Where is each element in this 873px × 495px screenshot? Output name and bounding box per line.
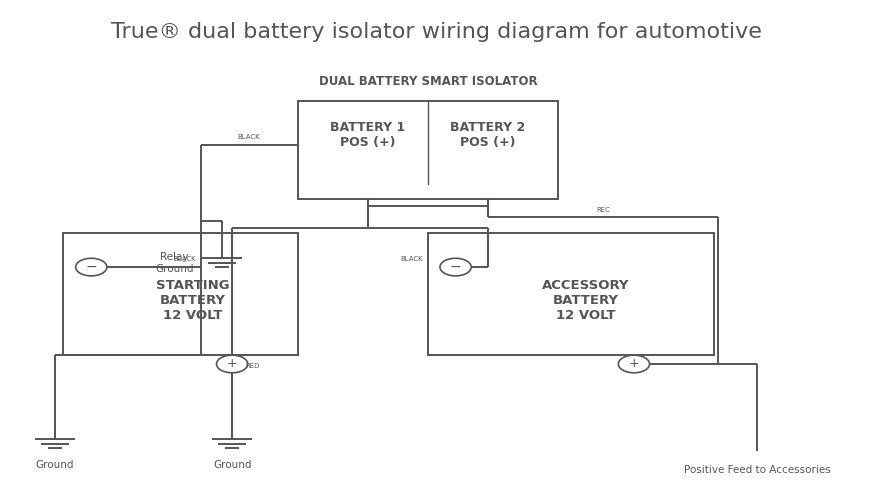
Text: −: − [450, 260, 462, 274]
Text: +: + [227, 357, 237, 370]
Text: −: − [86, 260, 97, 274]
Text: BATTERY 2
POS (+): BATTERY 2 POS (+) [450, 121, 526, 149]
Text: Relay
Ground: Relay Ground [155, 252, 194, 274]
Text: REC: REC [596, 207, 610, 213]
Text: Ground: Ground [213, 460, 251, 470]
Text: BATTERY 1
POS (+): BATTERY 1 POS (+) [330, 121, 406, 149]
Text: RED: RED [245, 363, 259, 369]
Text: BLACK: BLACK [174, 256, 196, 262]
Text: Ground: Ground [36, 460, 74, 470]
Text: True® dual battery isolator wiring diagram for automotive: True® dual battery isolator wiring diagr… [111, 22, 762, 43]
Bar [298, 100, 558, 198]
Text: DUAL BATTERY SMART ISOLATOR: DUAL BATTERY SMART ISOLATOR [319, 75, 537, 89]
Bar [64, 233, 298, 355]
Text: STARTING
BATTERY
12 VOLT: STARTING BATTERY 12 VOLT [155, 279, 229, 322]
Text: BLACK: BLACK [237, 134, 260, 140]
Text: ACCESSORY
BATTERY
12 VOLT: ACCESSORY BATTERY 12 VOLT [541, 279, 629, 322]
Bar [428, 233, 714, 355]
Text: BLACK: BLACK [401, 256, 423, 262]
Text: Positive Feed to Accessories: Positive Feed to Accessories [684, 465, 831, 475]
Text: +: + [629, 357, 639, 370]
